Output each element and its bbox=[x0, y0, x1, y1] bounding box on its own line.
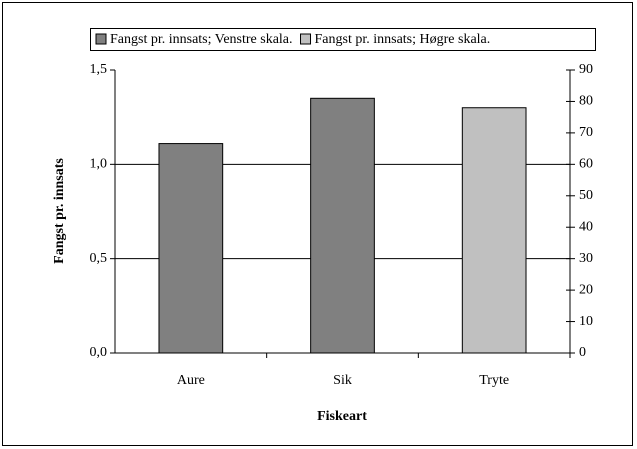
y2-tick-label: 80 bbox=[579, 94, 593, 109]
y2-tick-label: 20 bbox=[579, 282, 593, 297]
legend-label: Fangst pr. innsats; Venstre skala. bbox=[110, 32, 293, 47]
y2-tick-label: 40 bbox=[579, 219, 593, 234]
legend-swatch bbox=[300, 33, 312, 45]
x-axis-label: Fiskeart bbox=[317, 409, 367, 424]
y2-tick-label: 90 bbox=[579, 62, 593, 77]
y-tick-label: 0,5 bbox=[90, 251, 108, 266]
x-tick-label: Aure bbox=[177, 373, 205, 388]
legend-swatch bbox=[95, 33, 107, 45]
y2-tick-label: 10 bbox=[579, 314, 593, 329]
y2-tick-label: 0 bbox=[579, 345, 586, 360]
y2-tick-label: 70 bbox=[579, 125, 593, 140]
bar bbox=[158, 143, 224, 354]
y2-tick-label: 50 bbox=[579, 188, 593, 203]
x-tick-label: Sik bbox=[333, 373, 352, 388]
bar bbox=[310, 97, 375, 354]
legend-box bbox=[90, 28, 596, 51]
y-tick-label: 1,0 bbox=[90, 157, 108, 172]
legend-label: Fangst pr. innsats; Høgre skala. bbox=[315, 32, 491, 47]
y-axis-label: Fangst pr. innsats bbox=[52, 158, 67, 264]
y-tick-label: 1,5 bbox=[90, 62, 108, 77]
bar bbox=[461, 107, 527, 354]
y2-tick-label: 30 bbox=[579, 251, 593, 266]
x-tick-label: Tryte bbox=[479, 373, 509, 388]
y2-tick-label: 60 bbox=[579, 157, 593, 172]
y-tick-label: 0,0 bbox=[90, 345, 108, 360]
